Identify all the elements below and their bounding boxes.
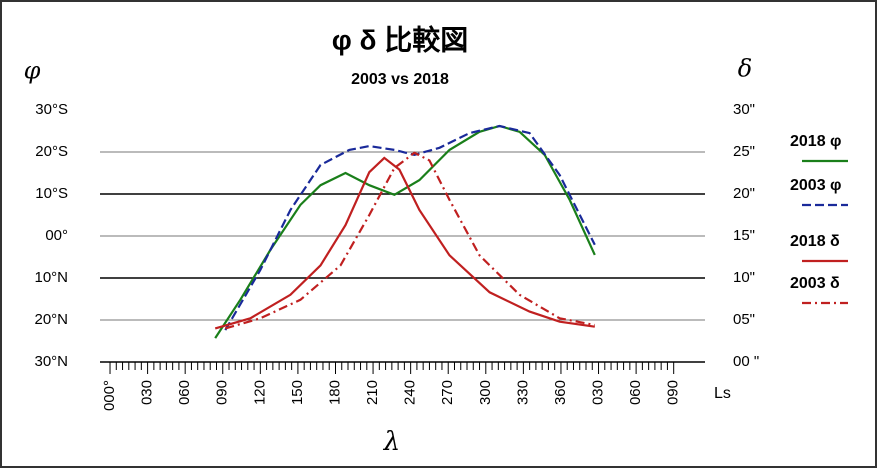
y-tick-label: 20°S <box>35 143 68 160</box>
x-tick-label: 030 <box>589 380 606 405</box>
x-tick-label: 240 <box>402 380 419 405</box>
x-tick-label: 300 <box>477 380 494 405</box>
y2-tick-label: 15" <box>733 227 755 244</box>
y2-tick-label: 25" <box>733 143 755 160</box>
y-tick-label: 10°S <box>35 185 68 202</box>
x-unit-label: Ls <box>714 385 731 402</box>
y-tick-label: 30°S <box>35 101 68 118</box>
y2-axis-label: δ <box>738 55 752 83</box>
x-tick-label: 000° <box>101 380 118 411</box>
y-tick-label: 20°N <box>34 311 68 328</box>
legend-label: 2003 δ <box>790 275 840 292</box>
x-tick-label: 270 <box>439 380 456 405</box>
y2-tick-label: 05" <box>733 311 755 328</box>
x-tick-label: 180 <box>326 380 343 405</box>
x-tick-label: 150 <box>289 380 306 405</box>
y-tick-label: 10°N <box>34 269 68 286</box>
x-tick-label: 210 <box>364 380 381 405</box>
x-tick-label: 060 <box>176 380 193 405</box>
y-tick-label: 30°N <box>34 353 68 370</box>
x-tick-label: 030 <box>139 380 156 405</box>
series-line <box>224 151 596 330</box>
x-tick-label: 090 <box>214 380 231 405</box>
x-tick-label: 330 <box>514 380 531 405</box>
x-tick-label: 360 <box>552 380 569 405</box>
y-tick-label: 00° <box>45 227 68 244</box>
series-line <box>214 156 595 330</box>
series-line <box>224 124 596 331</box>
x-tick-label: 090 <box>665 380 682 405</box>
legend-label: 2018 φ <box>790 133 841 150</box>
x-axis-label: λ <box>383 427 400 457</box>
y2-tick-label: 10" <box>733 269 755 286</box>
chart-title: φ δ 比較図 <box>332 23 469 55</box>
x-tick-label: 060 <box>627 380 644 405</box>
legend-label: 2018 δ <box>790 233 840 250</box>
y2-tick-label: 20" <box>733 185 755 202</box>
x-tick-label: 120 <box>251 380 268 405</box>
y-axis-label: φ <box>24 57 41 85</box>
y2-tick-label: 30" <box>733 101 755 118</box>
series-line <box>214 124 596 339</box>
legend-label: 2003 φ <box>790 177 841 194</box>
y2-tick-label: 00 " <box>733 353 759 370</box>
chart-subtitle: 2003 vs 2018 <box>351 71 449 88</box>
